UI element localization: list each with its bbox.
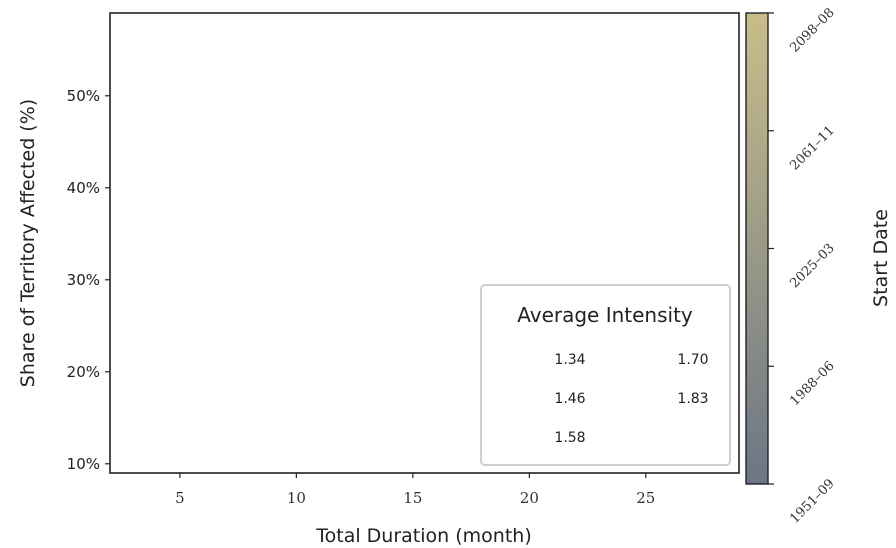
y-tick-label: 50% xyxy=(67,87,100,105)
colorbar-tick-label: 2098–08 xyxy=(787,5,837,55)
legend-frame xyxy=(480,284,731,466)
legend-item-label: 1.83 xyxy=(677,391,708,407)
x-axis-title: Total Duration (month) xyxy=(315,525,531,547)
legend-item-label: 1.46 xyxy=(554,391,585,407)
y-tick-label: 40% xyxy=(67,179,100,197)
y-axis-title: Share of Territory Affected (%) xyxy=(17,99,39,387)
legend-item-label: 1.58 xyxy=(554,430,585,446)
x-tick-label: 20 xyxy=(520,489,539,507)
y-tick-label: 20% xyxy=(67,363,100,381)
y-tick-label: 30% xyxy=(67,271,100,289)
colorbar-tick-label: 2025–03 xyxy=(787,241,837,291)
x-tick-label: 10 xyxy=(287,489,306,507)
colorbar-gradient xyxy=(745,12,769,485)
colorbar-ticks: 1951–09 1988–06 2025–03 2061–11 2098–08 xyxy=(768,5,838,527)
legend-title: Average Intensity xyxy=(517,303,693,327)
legend-item-label: 1.70 xyxy=(677,352,708,368)
x-tick-label: 15 xyxy=(403,489,422,507)
y-tick-label: 10% xyxy=(67,455,100,473)
x-axis-ticks: 5 10 15 20 25 xyxy=(175,473,655,507)
colorbar-tick-label: 1951–09 xyxy=(787,476,837,526)
colorbar-label: Start Date xyxy=(870,209,892,307)
legend: Average Intensity 1.34 1.70 1.46 1.83 1.58 xyxy=(480,284,731,466)
legend-items: 1.34 1.70 1.46 1.83 1.58 xyxy=(554,352,708,446)
x-tick-label: 25 xyxy=(636,489,655,507)
colorbar-tick-label: 2061–11 xyxy=(787,123,837,173)
y-axis-ticks: 10% 20% 30% 40% 50% xyxy=(67,87,110,473)
legend-item-label: 1.34 xyxy=(554,352,585,368)
x-tick-label: 5 xyxy=(175,489,185,507)
colorbar: 1951–09 1988–06 2025–03 2061–11 2098–08 Star… xyxy=(745,5,892,527)
colorbar-tick-label: 1988–06 xyxy=(787,359,837,409)
